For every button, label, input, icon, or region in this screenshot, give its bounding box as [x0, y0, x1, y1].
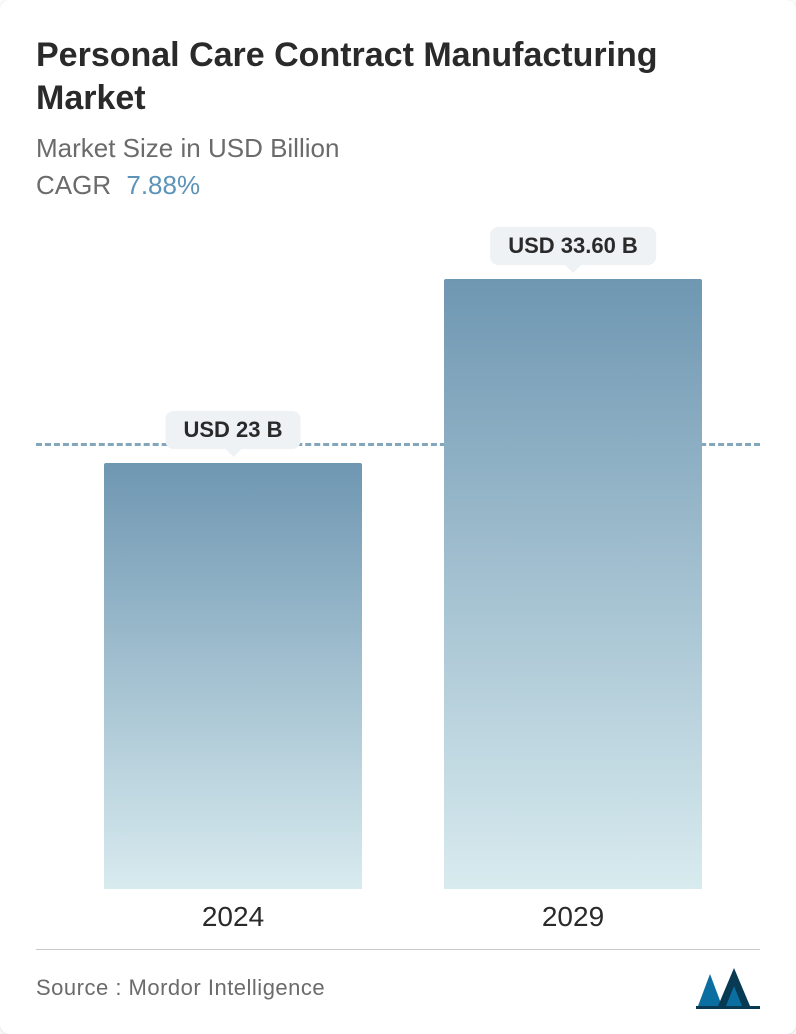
chart-footer: Source : Mordor Intelligence — [36, 949, 760, 1010]
chart-title: Personal Care Contract Manufacturing Mar… — [36, 34, 760, 119]
chart-subtitle: Market Size in USD Billion — [36, 133, 760, 164]
cagr-value: 7.88% — [126, 170, 200, 200]
x-axis-label: 2029 — [542, 901, 604, 933]
cagr-label: CAGR — [36, 170, 111, 200]
chart-plot-area: USD 23 B2024USD 33.60 B2029 — [36, 231, 760, 941]
mordor-logo-icon — [696, 966, 760, 1010]
bar-value-label: USD 33.60 B — [490, 227, 656, 265]
bar-value-label: USD 23 B — [165, 411, 300, 449]
bar-2029 — [444, 279, 702, 889]
x-axis-label: 2024 — [202, 901, 264, 933]
bar-2024 — [104, 463, 362, 889]
source-text: Source : Mordor Intelligence — [36, 975, 325, 1001]
chart-card: Personal Care Contract Manufacturing Mar… — [0, 0, 796, 1034]
cagr-row: CAGR 7.88% — [36, 170, 760, 201]
